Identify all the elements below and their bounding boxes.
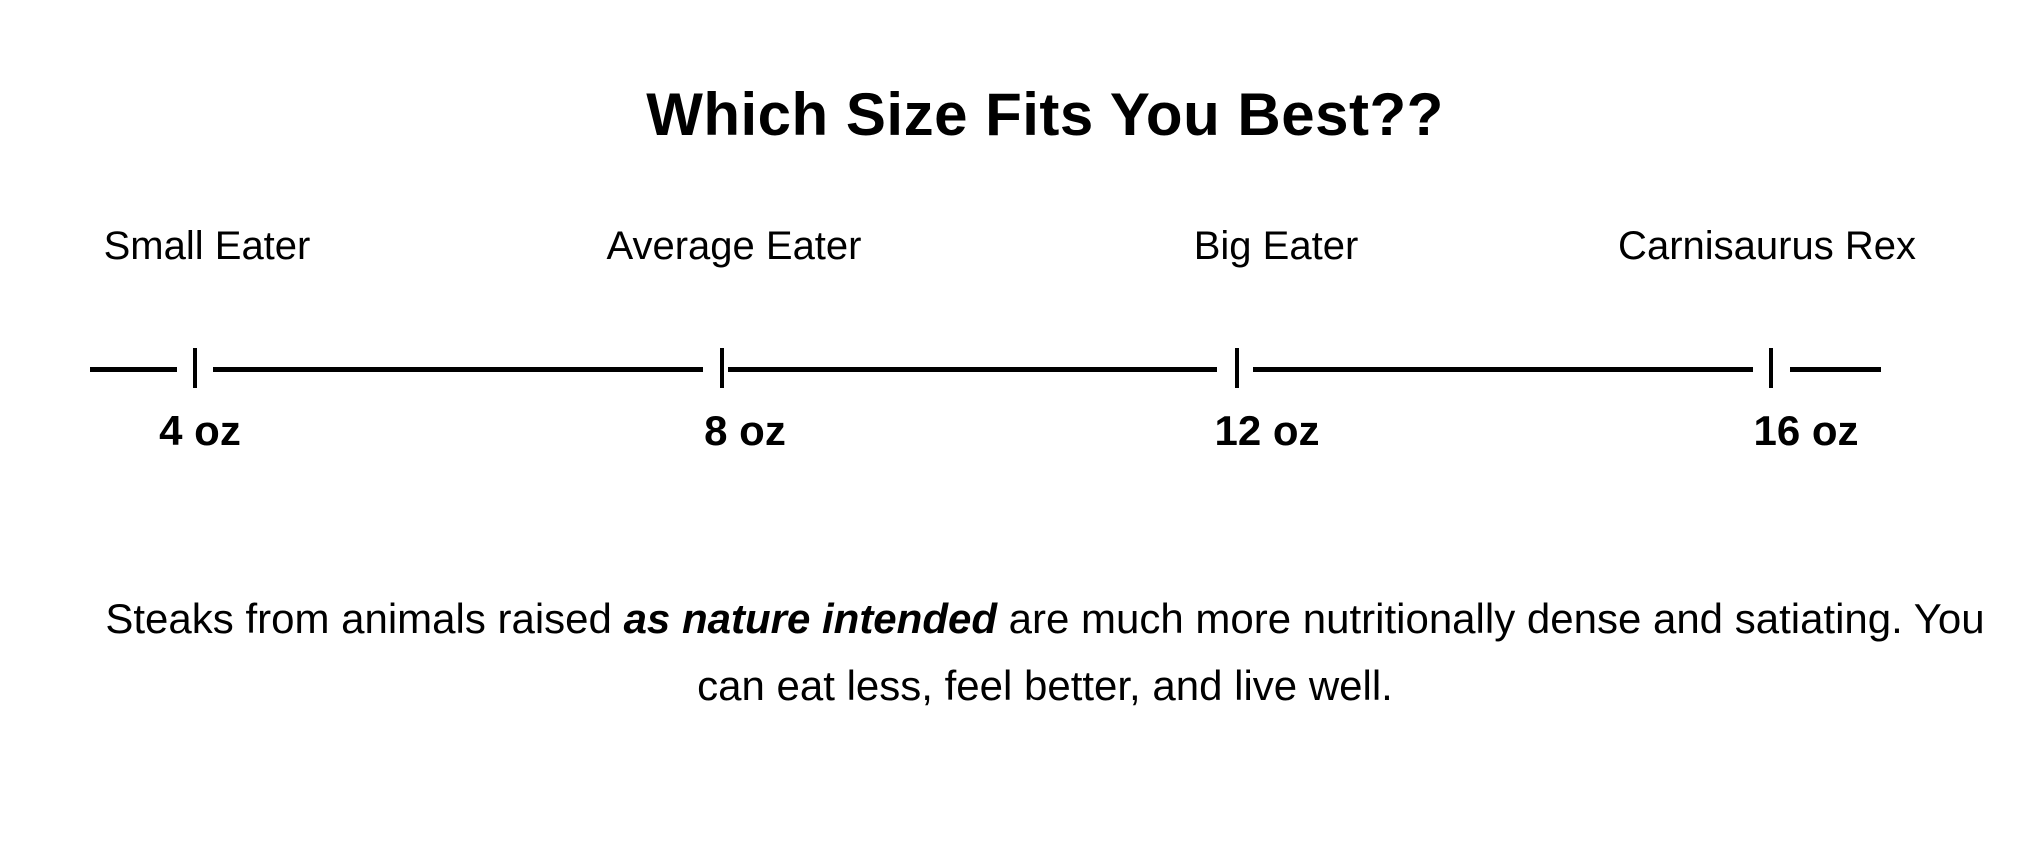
scale-line-segment xyxy=(1253,367,1753,372)
size-value-label: 4 oz xyxy=(159,407,241,454)
scale-line-segment xyxy=(1790,367,1881,372)
eater-category-label: Average Eater xyxy=(606,224,862,268)
footer-text-before: Steaks from animals raised xyxy=(105,595,624,642)
footer-text: Steaks from animals raised as nature int… xyxy=(90,585,2000,719)
size-value-label: 16 oz xyxy=(1753,407,1859,454)
tick-mark xyxy=(1769,348,1773,388)
eater-category-label: Small Eater xyxy=(103,224,311,268)
tick-mark xyxy=(193,348,197,388)
footer-text-after: are much more nutritionally dense and sa… xyxy=(697,595,1985,709)
eater-category-label: Big Eater xyxy=(1193,224,1359,268)
size-value-label: 12 oz xyxy=(1214,407,1320,454)
scale-line-segment xyxy=(90,367,177,372)
size-value-label: 8 oz xyxy=(704,407,786,454)
eater-category-label: Carnisaurus Rex xyxy=(1618,224,1916,268)
tick-mark xyxy=(1235,348,1239,388)
scale-line-segment xyxy=(213,367,703,372)
page-title: Which Size Fits You Best?? xyxy=(646,81,1444,148)
footer-text-emphasis: as nature intended xyxy=(623,595,997,642)
tick-mark xyxy=(720,348,724,388)
scale-line-segment xyxy=(728,367,1217,372)
